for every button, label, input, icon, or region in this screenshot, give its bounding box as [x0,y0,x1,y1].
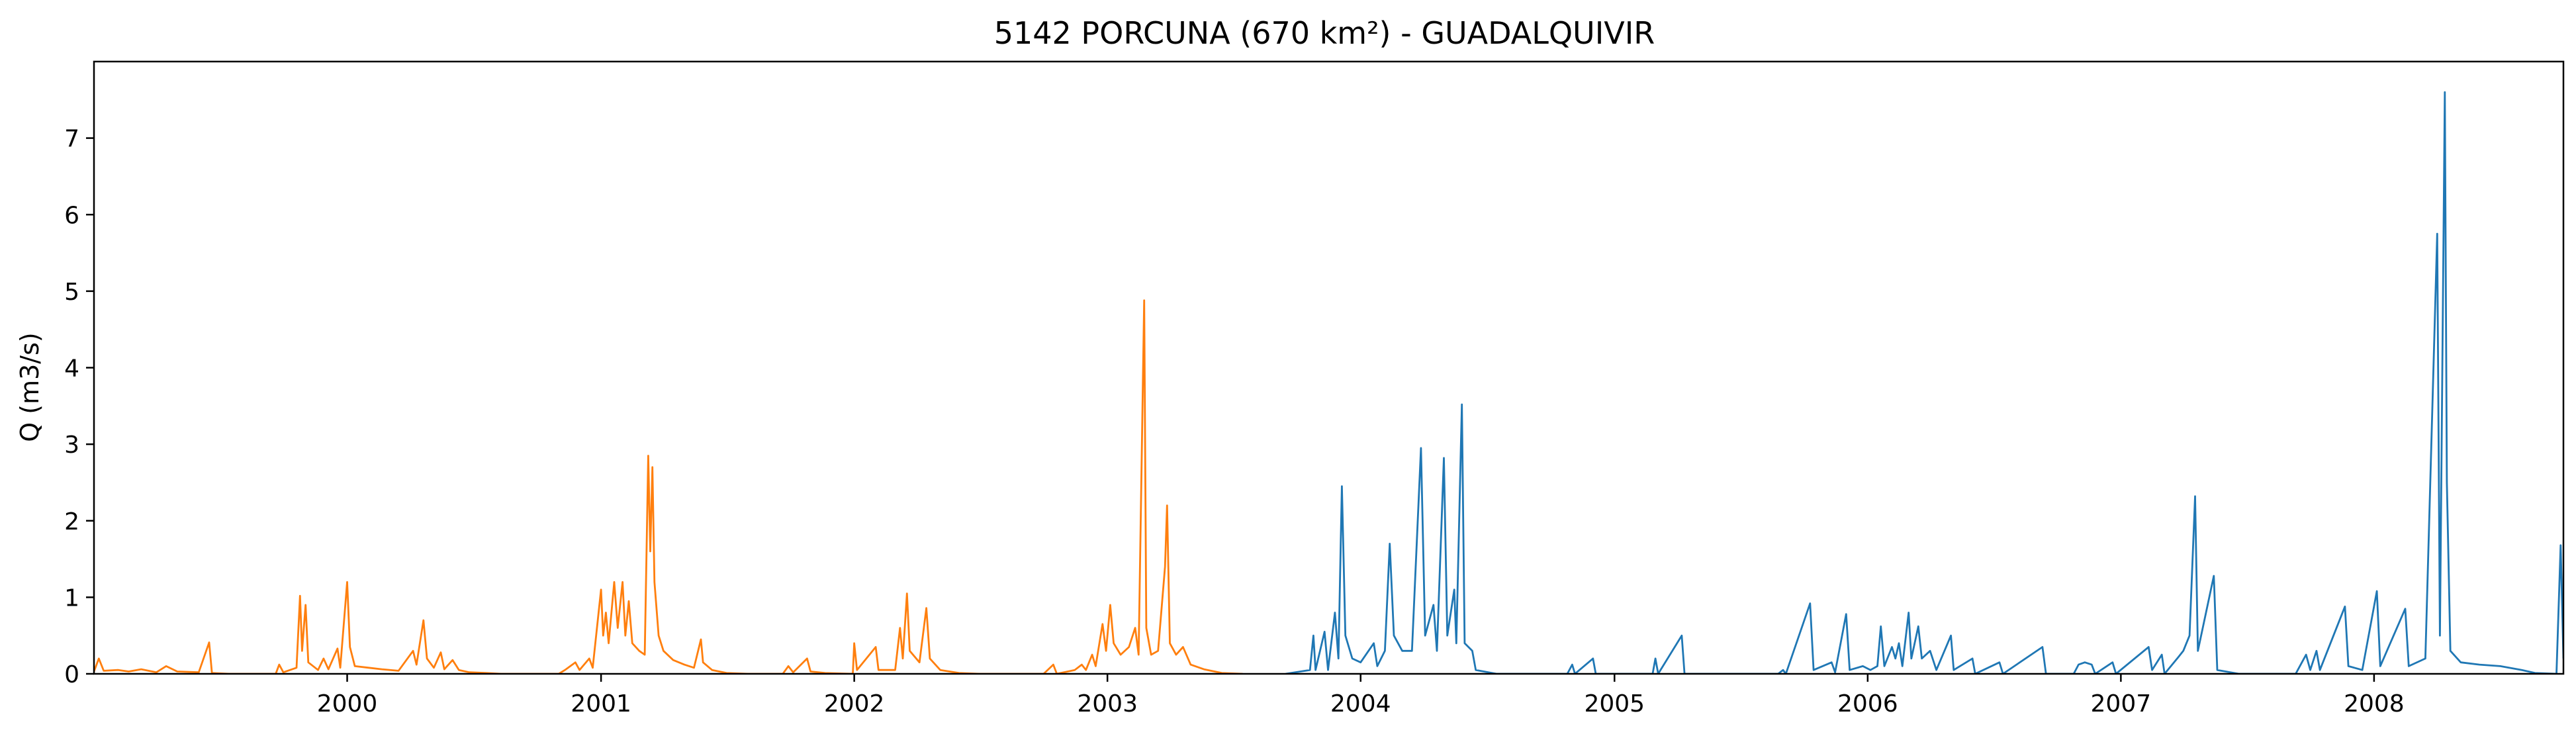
x-tick-label: 2003 [1077,690,1138,718]
x-axis-ticks: 2000 2001 2002 2003 2004 2005 2006 2007 2008 [317,674,2405,718]
y-tick-label: 2 [64,508,79,535]
series-line-1 [94,299,1243,674]
x-tick-label: 2001 [571,690,631,718]
y-tick-label: 4 [64,355,79,383]
y-tick-label: 0 [64,661,79,688]
x-tick-label: 2006 [1837,690,1898,718]
x-tick-label: 2000 [317,690,378,718]
series-line-2 [1285,91,2563,674]
y-tick-label: 1 [64,584,79,612]
y-axis-ticks: 0 1 2 3 4 5 6 7 [64,126,94,688]
y-tick-label: 6 [64,202,79,229]
x-tick-label: 2002 [824,690,885,718]
x-tick-label: 2005 [1584,690,1645,718]
y-tick-label: 3 [64,432,79,459]
y-axis-label: Q (m3/s) [15,332,44,441]
y-tick-label: 7 [64,126,79,153]
plot-area [94,91,2563,674]
x-tick-label: 2007 [2091,690,2152,718]
chart-title: 5142 PORCUNA (670 km²) - GUADALQUIVIR [994,15,1655,51]
plot-frame [93,60,2565,675]
x-tick-label: 2008 [2344,690,2405,718]
y-tick-label: 5 [64,279,79,306]
x-tick-label: 2004 [1330,690,1391,718]
